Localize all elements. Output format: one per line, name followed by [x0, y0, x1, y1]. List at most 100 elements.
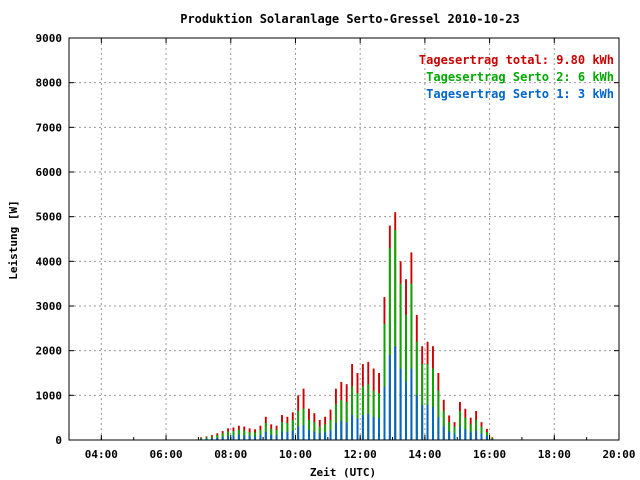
bar-serto-2 — [281, 422, 283, 440]
bar-serto-2 — [426, 364, 429, 440]
bar-serto-2 — [340, 399, 343, 440]
bar-serto-2 — [264, 423, 267, 440]
bar-serto-2 — [351, 386, 354, 440]
bar-serto-2 — [291, 419, 294, 440]
bar-serto-1 — [367, 414, 370, 440]
bar-serto-2 — [453, 426, 456, 440]
bar-serto-2 — [329, 419, 332, 440]
grid — [69, 38, 619, 440]
bar-serto-1 — [448, 431, 451, 440]
bar-serto-1 — [421, 405, 424, 440]
bar-serto-2 — [324, 424, 327, 440]
bar-serto-2 — [410, 283, 413, 440]
x-ticks: 04:00 06:00 08:00 10:00 12:00 14:00 16:00 18:00… — [68, 38, 636, 461]
bar-serto-1 — [469, 432, 472, 440]
bar-serto-2 — [254, 432, 256, 440]
y-tick-label: 9000 — [36, 32, 63, 45]
bar-serto-1 — [275, 435, 278, 440]
x-tick-label: 06:00 — [149, 448, 182, 461]
legend: Tagesertrag total: 9.80 kWh Tagesertrag S… — [419, 53, 614, 101]
x-tick-label: 12:00 — [344, 448, 377, 461]
bar-serto-2 — [361, 386, 364, 440]
legend-label: Tagesertrag Serto 1: — [426, 87, 578, 101]
bar-serto-1 — [453, 433, 456, 440]
bar-serto-2 — [388, 247, 391, 440]
bar-serto-1 — [237, 434, 240, 440]
y-tick-label: 5000 — [36, 211, 63, 224]
bar-serto-2 — [464, 417, 467, 440]
bar-serto-1 — [227, 435, 230, 440]
bar-serto-2 — [334, 404, 337, 440]
bar-serto-2 — [216, 435, 219, 440]
bar-serto-2 — [405, 314, 407, 440]
bar-serto-1 — [243, 435, 246, 440]
x-tick-label: 08:00 — [214, 448, 247, 461]
legend-value: 9.80 kWh — [556, 53, 614, 67]
legend-entry: Tagesertrag Serto 1: 3 kWh — [426, 87, 614, 101]
bar-serto-1 — [351, 414, 354, 440]
bar-serto-1 — [248, 435, 251, 440]
bar-serto-1 — [356, 418, 359, 440]
bar-serto-1 — [308, 430, 310, 440]
x-tick-label: 20:00 — [602, 448, 635, 461]
bar-serto-1 — [410, 368, 413, 440]
bar-serto-2 — [458, 410, 461, 440]
bar-serto-2 — [270, 428, 273, 440]
y-tick-label: 4000 — [36, 255, 63, 268]
y-tick-label: 7000 — [36, 121, 63, 134]
y-tick-label: 6000 — [36, 166, 63, 179]
bar-serto-2 — [286, 423, 289, 440]
bar-serto-1 — [318, 433, 321, 440]
y-tick-label: 1000 — [36, 389, 63, 402]
bar-serto-2 — [259, 429, 262, 440]
bar-serto-2 — [394, 230, 397, 440]
bar-serto-1 — [291, 430, 294, 440]
bar-serto-1 — [297, 426, 300, 440]
legend-value: 3 kWh — [578, 87, 614, 101]
bar-serto-1 — [216, 437, 219, 440]
x-tick-label: 14:00 — [408, 448, 441, 461]
bar-serto-1 — [329, 430, 332, 440]
bar-serto-1 — [405, 381, 407, 440]
bar-serto-1 — [210, 438, 213, 440]
bar-serto-2 — [448, 422, 451, 440]
bar-serto-1 — [415, 395, 418, 440]
y-tick-label: 3000 — [36, 300, 63, 313]
bar-serto-1 — [399, 368, 402, 440]
bar-serto-1 — [254, 436, 256, 440]
legend-value: 6 kWh — [578, 70, 614, 84]
bar-serto-1 — [259, 435, 262, 440]
bar-serto-1 — [232, 435, 235, 440]
bar-serto-2 — [421, 364, 424, 440]
bar-serto-1 — [442, 426, 445, 440]
bar-serto-1 — [458, 426, 461, 440]
bar-serto-1 — [324, 432, 327, 440]
bar-serto-2 — [491, 438, 494, 440]
x-tick-label: 16:00 — [473, 448, 506, 461]
bar-serto-2 — [372, 390, 375, 440]
y-axis-label: Leistung [W] — [7, 200, 20, 279]
bar-serto-1 — [361, 414, 364, 440]
bar-serto-1 — [221, 436, 224, 440]
bar-serto-2 — [437, 390, 440, 440]
bar-serto-1 — [485, 435, 488, 440]
legend-entry: Tagesertrag Serto 2: 6 kWh — [426, 70, 614, 84]
y-tick-label: 8000 — [36, 77, 63, 90]
bar-serto-1 — [340, 420, 343, 440]
bar-serto-1 — [426, 404, 429, 440]
x-tick-label: 04:00 — [85, 448, 118, 461]
bar-serto-2 — [378, 393, 380, 440]
bar-serto-2 — [297, 410, 300, 440]
bar-serto-1 — [432, 406, 434, 440]
bar-serto-1 — [270, 434, 273, 440]
bar-serto-1 — [394, 346, 397, 440]
bar-serto-2 — [313, 422, 316, 440]
legend-entry: Tagesertrag total: 9.80 kWh — [419, 53, 614, 67]
bar-serto-2 — [367, 384, 370, 440]
bar-serto-2 — [227, 431, 230, 440]
y-tick-label: 0 — [55, 434, 62, 447]
bar-serto-1 — [372, 416, 375, 440]
bar-serto-2 — [383, 323, 386, 440]
bar-serto-2 — [221, 433, 224, 440]
